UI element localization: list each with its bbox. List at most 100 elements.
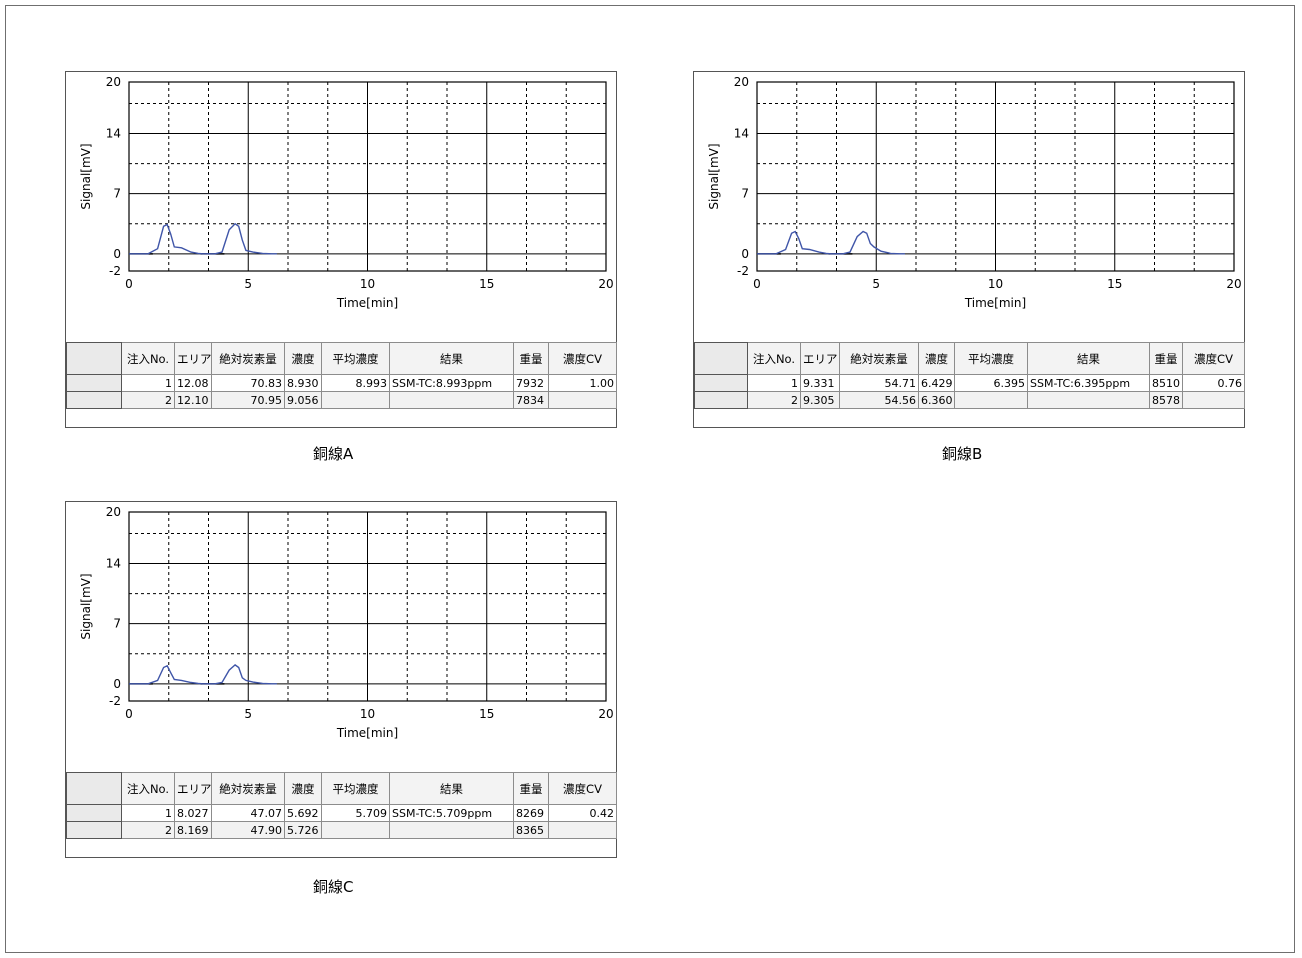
table-cell: 1.00 (548, 374, 617, 392)
plot-frame (756, 81, 1235, 272)
table-cell: 1 (747, 374, 801, 392)
table-row[interactable]: 1 12.08 70.83 8.930 8.993 SSM-TC:8.993pp… (66, 374, 617, 392)
table-cell: 6.429 (918, 374, 955, 392)
row-header-corner (694, 342, 748, 375)
x-tick-label: 20 (1226, 277, 1241, 291)
table-cell (389, 391, 514, 409)
table-row[interactable]: 2 12.10 70.95 9.056 7834 (66, 391, 617, 409)
col-header: 結果 (1027, 342, 1150, 375)
col-header: 絶対炭素量 (211, 772, 285, 805)
x-tick-label: 10 (360, 707, 375, 721)
table-cell: 8.993 (321, 374, 390, 392)
y-tick-label: -2 (109, 264, 121, 278)
col-header: 注入No. (121, 772, 175, 805)
table-cell: 8.027 (174, 804, 212, 822)
table-cell: SSM-TC:6.395ppm (1027, 374, 1150, 392)
table-cell: 2 (747, 391, 801, 409)
table-cell: 0.42 (548, 804, 617, 822)
x-tick-label: 10 (360, 277, 375, 291)
figure-frame (5, 5, 1295, 953)
table-cell: SSM-TC:5.709ppm (389, 804, 514, 822)
table-cell: 12.08 (174, 374, 212, 392)
col-header: 濃度CV (548, 342, 617, 375)
table-cell: 47.90 (211, 821, 285, 839)
table-cell: 8.169 (174, 821, 212, 839)
col-header: 重量 (513, 342, 549, 375)
y-tick-label: 0 (113, 677, 121, 691)
chart-panel-copper-wire-a: 20 14 7 0 -2 0 5 10 15 20 Time[min] Signal[mV] 注入No… (65, 71, 617, 428)
x-tick-label: 15 (479, 707, 494, 721)
table-cell (548, 391, 617, 409)
y-tick-label: 14 (734, 127, 749, 141)
col-header: エリア (800, 342, 840, 375)
table-cell (1027, 391, 1150, 409)
table-cell: 9.056 (284, 391, 322, 409)
row-selector[interactable] (66, 804, 122, 822)
x-tick-label: 5 (244, 277, 252, 291)
table-row[interactable]: 1 8.027 47.07 5.692 5.709 SSM-TC:5.709pp… (66, 804, 617, 822)
x-axis-label: Time[min] (964, 296, 1026, 310)
table-cell: 47.07 (211, 804, 285, 822)
col-header: 注入No. (121, 342, 175, 375)
table-cell: 70.95 (211, 391, 285, 409)
y-axis-label: Signal[mV] (707, 143, 721, 209)
table-cell: 1 (121, 804, 175, 822)
table-cell: 5.726 (284, 821, 322, 839)
col-header: 結果 (389, 342, 514, 375)
table-cell: 54.71 (839, 374, 919, 392)
x-tick-label: 5 (872, 277, 880, 291)
plot-frame (128, 511, 607, 702)
table-row[interactable]: 2 8.169 47.90 5.726 8365 (66, 821, 617, 839)
table-row[interactable]: 1 9.331 54.71 6.429 6.395 SSM-TC:6.395pp… (694, 374, 1245, 392)
table-cell (321, 391, 390, 409)
chart-caption-a: 銅線A (313, 445, 354, 463)
col-header: 重量 (1149, 342, 1183, 375)
row-selector[interactable] (694, 391, 748, 409)
col-header: エリア (174, 342, 212, 375)
col-header: 絶対炭素量 (211, 342, 285, 375)
table-cell (321, 821, 390, 839)
x-tick-label: 20 (598, 707, 613, 721)
col-header: 濃度CV (1182, 342, 1245, 375)
table-cell: SSM-TC:8.993ppm (389, 374, 514, 392)
table-cell: 7932 (513, 374, 549, 392)
table-cell: 9.331 (800, 374, 840, 392)
y-tick-label: 14 (106, 557, 121, 571)
signal-chart-b: 20 14 7 0 -2 0 5 10 15 20 Time[min] Signal[mV] (707, 75, 1242, 310)
x-tick-label: 0 (125, 707, 133, 721)
table-cell: 2 (121, 821, 175, 839)
y-tick-label: 0 (113, 247, 121, 261)
y-tick-label: -2 (109, 694, 121, 708)
table-cell (954, 391, 1028, 409)
col-header: 平均濃度 (954, 342, 1028, 375)
table-cell: 8578 (1149, 391, 1183, 409)
row-selector[interactable] (66, 821, 122, 839)
table-cell: 5.692 (284, 804, 322, 822)
results-table-b: 注入No. エリア 絶対炭素量 濃度 平均濃度 結果 重量 濃度CV 1 9.3… (694, 342, 1245, 409)
table-row[interactable]: 2 9.305 54.56 6.360 8578 (694, 391, 1245, 409)
table-cell: 2 (121, 391, 175, 409)
col-header: 注入No. (747, 342, 801, 375)
x-tick-label: 15 (479, 277, 494, 291)
row-selector[interactable] (694, 374, 748, 392)
chart-caption-b: 銅線B (942, 445, 983, 463)
table-cell: 6.360 (918, 391, 955, 409)
y-tick-label: 0 (741, 247, 749, 261)
col-header: 濃度 (918, 342, 955, 375)
table-cell: 12.10 (174, 391, 212, 409)
table-cell: 5.709 (321, 804, 390, 822)
col-header: 濃度 (284, 342, 322, 375)
x-axis-label: Time[min] (336, 726, 398, 740)
row-selector[interactable] (66, 391, 122, 409)
col-header: 絶対炭素量 (839, 342, 919, 375)
signal-series-line (129, 664, 277, 685)
chart-panel-copper-wire-b: 20 14 7 0 -2 0 5 10 15 20 Time[min] Signal[mV] 注入No… (693, 71, 1245, 428)
col-header: 平均濃度 (321, 772, 390, 805)
row-selector[interactable] (66, 374, 122, 392)
results-table-a: 注入No. エリア 絶対炭素量 濃度 平均濃度 結果 重量 濃度CV 1 12.… (66, 342, 617, 409)
x-tick-label: 0 (753, 277, 761, 291)
signal-series-line (129, 222, 277, 255)
row-header-corner (66, 772, 122, 805)
table-cell: 0.76 (1182, 374, 1245, 392)
table-cell: 8365 (513, 821, 549, 839)
